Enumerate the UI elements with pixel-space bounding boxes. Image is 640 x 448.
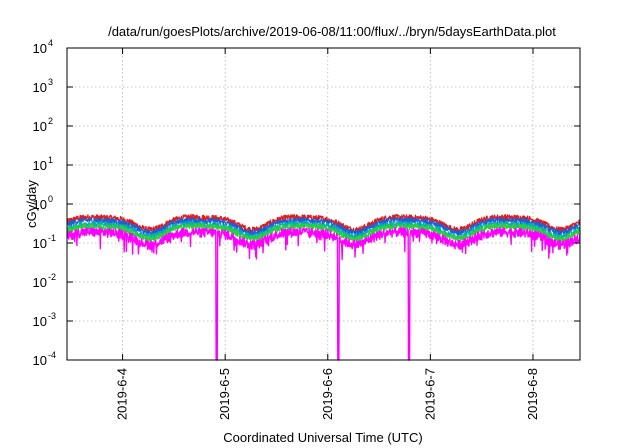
y-tick-exponent: 4 [48, 38, 53, 48]
y-tick-base: 10 [33, 314, 47, 329]
y-tick-exponent: 0 [48, 194, 53, 204]
y-tick-base: 10 [33, 119, 47, 134]
y-tick-label: 10 0 [33, 194, 53, 212]
y-tick-base: 10 [33, 80, 47, 95]
y-tick-label: 10 1 [33, 155, 53, 173]
series-line [66, 223, 581, 243]
grid [67, 47, 580, 361]
y-tick-label: 10 4 [33, 38, 53, 56]
x-axis-label: Coordinated Universal Time (UTC) [223, 430, 422, 445]
y-tick-base: 10 [33, 275, 47, 290]
x-tick-label: 2019-6-6 [320, 368, 335, 420]
y-tick-exponent: 3 [48, 77, 53, 87]
x-tick-label: 2019-6-8 [525, 368, 540, 420]
x-tick-labels: 2019-6-4 2019-6-5 2019-6-6 2019-6-7 2019-6-8 [115, 368, 540, 420]
y-tick-label: 10 -1 [33, 233, 56, 251]
x-tick-label: 2019-6-5 [217, 368, 232, 420]
y-tick-label: 10 2 [33, 116, 53, 134]
y-axis-label: cGy/day [24, 180, 39, 228]
x-tick-label: 2019-6-4 [115, 368, 130, 420]
y-tick-label: 10 -3 [33, 311, 56, 329]
x-tick-label: 2019-6-7 [422, 368, 437, 420]
y-tick-label: 10 3 [33, 77, 53, 95]
y-tick-exponent: -4 [48, 350, 56, 360]
y-tick-base: 10 [33, 236, 47, 251]
y-tick-base: 10 [33, 158, 47, 173]
y-tick-label: 10 -4 [33, 350, 56, 368]
axis-ticks [67, 47, 580, 361]
y-tick-label: 10 -2 [33, 272, 56, 290]
y-tick-exponent: -1 [48, 233, 56, 243]
y-tick-base: 10 [33, 197, 47, 212]
chart-title: /data/run/goesPlots/archive/2019-06-08/1… [108, 24, 556, 39]
y-tick-exponent: -3 [48, 311, 56, 321]
series-group [66, 213, 581, 361]
y-tick-base: 10 [33, 41, 47, 56]
y-tick-exponent: 1 [48, 155, 53, 165]
series-line [66, 227, 581, 361]
y-tick-exponent: 2 [48, 116, 53, 126]
y-tick-base: 10 [33, 353, 47, 368]
y-tick-exponent: -2 [48, 272, 56, 282]
